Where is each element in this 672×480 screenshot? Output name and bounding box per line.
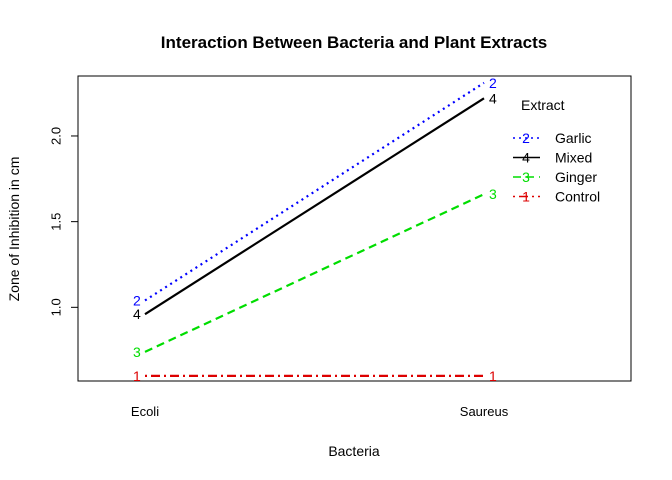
y-tick-label: 2.0 <box>49 127 64 145</box>
series-line-ginger <box>144 193 485 353</box>
point-control-saureus: 1 <box>489 368 497 384</box>
legend-symbol-ginger: 3 <box>522 169 530 185</box>
point-garlic-saureus: 2 <box>489 75 497 91</box>
legend-title: Extract <box>521 97 565 113</box>
y-tick-label: 1.5 <box>49 213 64 231</box>
point-mixed-ecoli: 4 <box>133 306 141 322</box>
point-control-ecoli: 1 <box>133 368 141 384</box>
x-axis-label: Bacteria <box>328 443 380 459</box>
x-axis-tick-labels: Ecoli Saureus <box>131 404 509 419</box>
y-axis: 1.0 1.5 2.0 <box>49 127 79 316</box>
x-tick-label: Saureus <box>460 404 509 419</box>
point-garlic-ecoli: 2 <box>133 292 141 308</box>
legend-label-control: Control <box>555 189 600 205</box>
legend-label-ginger: Ginger <box>555 169 597 185</box>
legend-symbol-mixed: 4 <box>522 150 530 166</box>
point-ginger-saureus: 3 <box>489 186 497 202</box>
x-tick-label: Ecoli <box>131 404 159 419</box>
y-axis-label: Zone of Inhibition in cm <box>6 157 22 302</box>
legend-label-garlic: Garlic <box>555 130 592 146</box>
series-line-garlic <box>144 81 485 302</box>
legend-label-mixed: Mixed <box>555 150 592 166</box>
chart-title: Interaction Between Bacteria and Plant E… <box>161 33 547 52</box>
point-ginger-ecoli: 3 <box>133 344 141 360</box>
legend: Extract 2 Garlic 4 Mixed 3 Ginger 1 Control <box>513 97 600 205</box>
plot-box <box>77 75 632 382</box>
legend-symbol-garlic: 2 <box>522 130 530 146</box>
legend-symbol-control: 1 <box>522 189 530 205</box>
y-tick-label: 1.0 <box>49 298 64 316</box>
point-mixed-saureus: 4 <box>489 90 497 106</box>
series-line-mixed <box>144 97 485 316</box>
